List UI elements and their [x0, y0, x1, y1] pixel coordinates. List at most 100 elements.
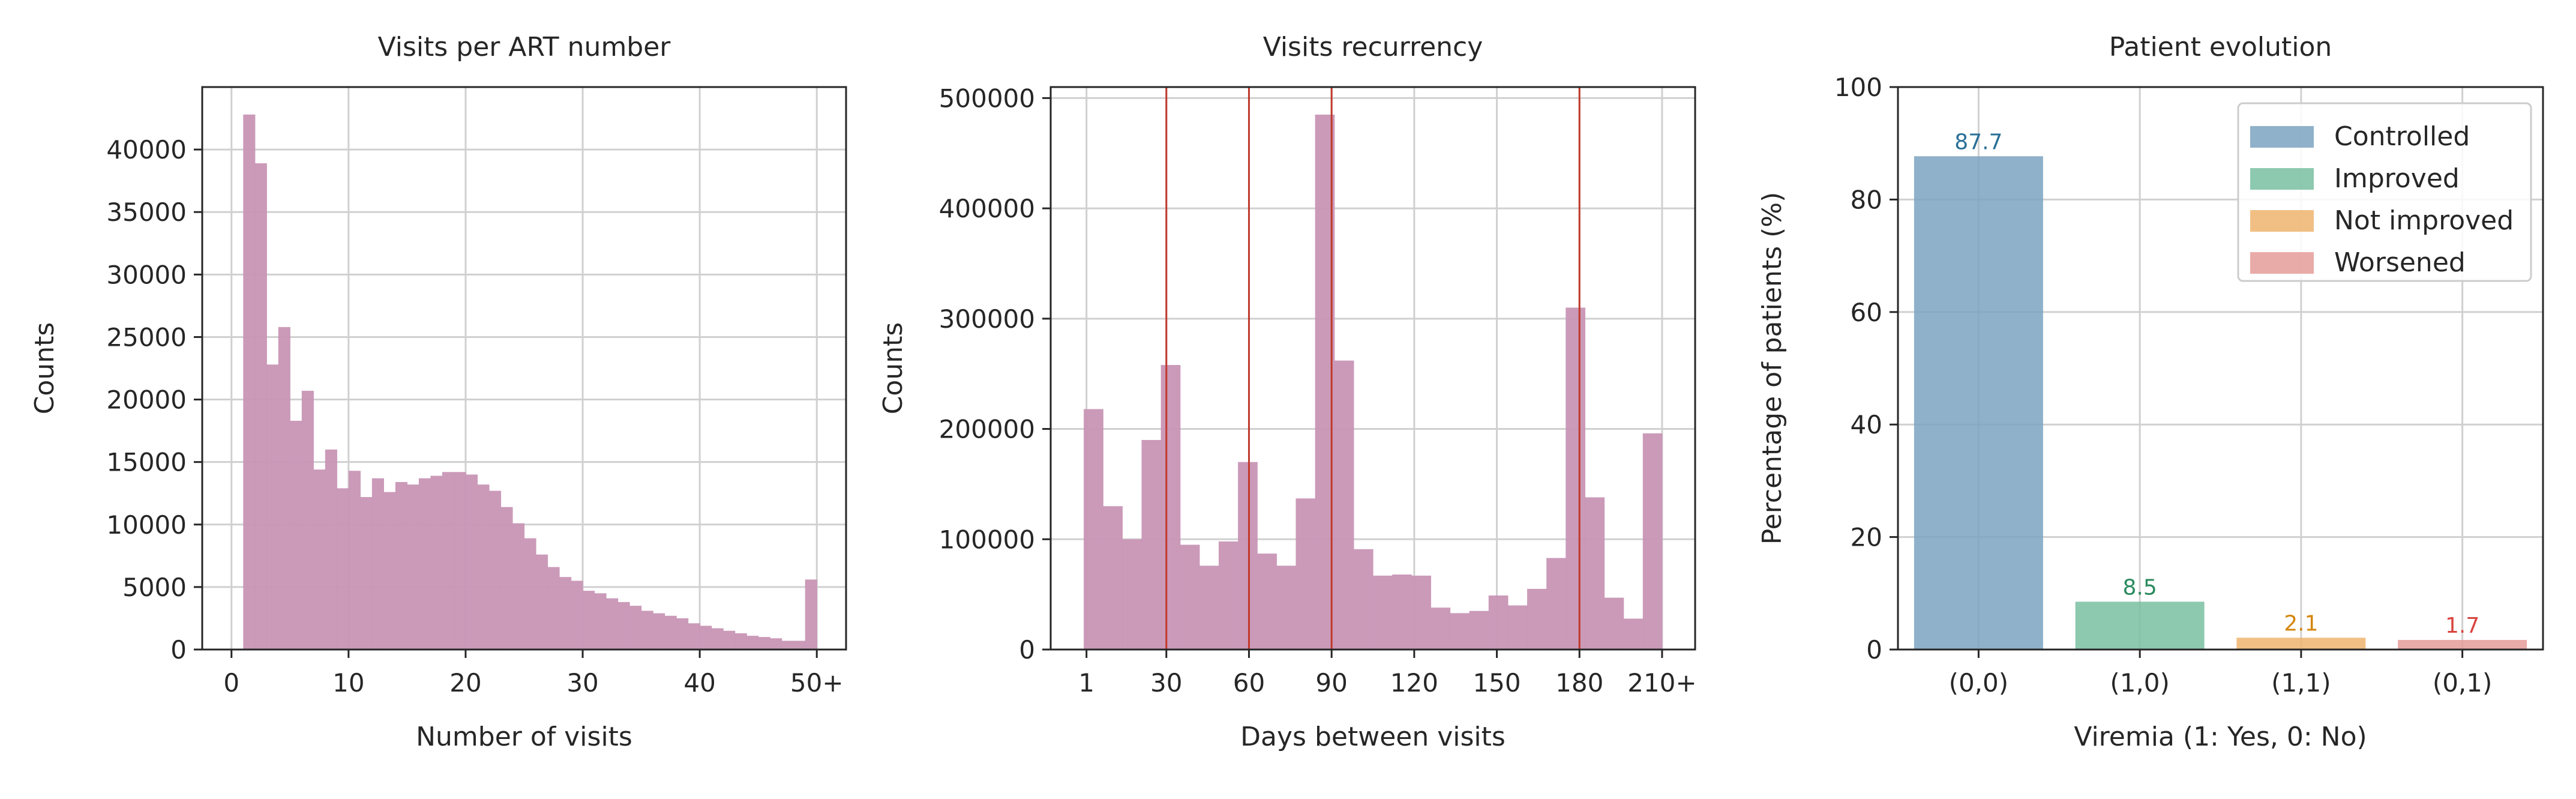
category-bar	[1914, 156, 2043, 650]
histogram-bar	[1431, 608, 1451, 650]
category-bar	[2075, 602, 2205, 650]
histogram-bar	[1604, 597, 1624, 650]
reference-lines	[1165, 87, 1581, 650]
y-tick-label: 5000	[122, 573, 187, 602]
legend-label: Improved	[2334, 163, 2460, 194]
chart-patient-evolution: 87.7 8.5 2.1 1.7 0 20 40 60 80 100 (0,0) (1,0) (1,1…	[1757, 32, 2544, 752]
histogram-bar	[1218, 541, 1238, 650]
y-axis-label: Percentage of patients (%)	[1757, 192, 1788, 545]
x-tick-label: 10	[332, 668, 364, 698]
axis-ticks: 0 5000 10000 15000 20000 25000 30000 35000 40000…	[106, 135, 843, 698]
histogram-bar	[254, 163, 267, 650]
histogram-bar	[629, 606, 642, 650]
y-tick-label: 20	[1851, 523, 1882, 552]
y-tick-label: 200000	[939, 415, 1035, 444]
histogram-bar	[337, 488, 349, 650]
y-axis-label: Counts	[29, 322, 60, 415]
plot-frame	[1897, 86, 2544, 651]
histogram-bar	[243, 114, 256, 650]
legend: Controlled Improved Not improved Worsened	[2237, 102, 2532, 282]
histogram-bar	[395, 481, 408, 650]
data-label: 8.5	[2122, 575, 2157, 600]
grid-lines	[202, 87, 846, 651]
data-label: 2.1	[2284, 611, 2318, 636]
histogram-bar	[371, 478, 384, 650]
histogram-bar	[1373, 575, 1393, 650]
histogram-bar	[723, 630, 736, 650]
legend-label: Not improved	[2334, 205, 2514, 236]
plot-frame	[1049, 86, 1696, 651]
histogram-bar	[1141, 439, 1162, 650]
histogram-bar	[1122, 539, 1142, 650]
histogram-bar	[278, 327, 290, 650]
histogram-bar	[1257, 553, 1277, 650]
histogram-bar	[559, 577, 572, 650]
y-tick-label: 80	[1851, 185, 1882, 214]
x-tick-label: 1	[1078, 668, 1094, 698]
x-axis-label: Number of visits	[416, 722, 632, 752]
x-tick-label: 120	[1390, 668, 1438, 698]
histogram-bar	[488, 490, 502, 650]
histogram-bar	[805, 579, 817, 650]
chart-title: Visits per ART number	[378, 32, 671, 62]
histogram-bar	[1276, 565, 1297, 650]
histogram-bar	[1103, 506, 1123, 650]
histogram-bar	[676, 618, 689, 650]
category-bar	[2236, 638, 2366, 650]
chart-title: Patient evolution	[2109, 32, 2332, 62]
chart-title: Visits recurrency	[1263, 32, 1483, 62]
histogram-bar	[360, 496, 373, 650]
histogram-bar	[407, 484, 419, 650]
histogram-bar	[1642, 433, 1663, 650]
histogram-bar	[583, 591, 595, 650]
y-tick-label: 60	[1851, 298, 1882, 327]
histogram-bar	[1199, 565, 1219, 650]
x-axis-label: Days between visits	[1240, 722, 1506, 752]
histogram-bar	[1160, 364, 1181, 650]
histogram-bar	[711, 628, 724, 650]
histogram-bar	[606, 598, 619, 650]
x-tick-label: (0,1)	[2433, 668, 2493, 698]
histogram-bar	[664, 615, 677, 650]
legend-swatch	[2250, 252, 2314, 274]
histogram-bar	[547, 567, 560, 650]
histogram-bar	[266, 364, 279, 650]
histogram-bar	[1469, 611, 1489, 650]
histogram-bars	[1084, 114, 1663, 650]
y-tick-label: 0	[1019, 635, 1035, 665]
histogram-bar	[641, 611, 653, 650]
y-tick-label: 10000	[106, 510, 187, 540]
x-tick-label: 50+	[790, 668, 844, 698]
x-tick-label: (1,1)	[2271, 668, 2331, 698]
axis-ticks: 0 20 40 60 80 100 (0,0) (1,0) (1,1) (0,1)	[1834, 73, 2493, 698]
legend-label: Worsened	[2334, 247, 2466, 278]
histogram-bar	[700, 626, 712, 650]
histogram-bar	[1507, 605, 1528, 650]
y-tick-label: 35000	[106, 197, 187, 227]
histogram-bar	[781, 641, 794, 650]
y-tick-label: 20000	[106, 385, 187, 415]
histogram-bar	[1527, 588, 1547, 650]
x-tick-label: 60	[1233, 668, 1265, 698]
x-tick-label: 30	[566, 668, 598, 698]
axis-ticks: 0 100000 200000 300000 400000 500000 1 30 60 90 12…	[939, 83, 1697, 698]
data-label: 87.7	[1954, 130, 2002, 154]
y-tick-label: 25000	[106, 322, 187, 352]
histogram-bar	[734, 633, 747, 650]
histogram-bar	[1450, 613, 1470, 650]
histogram-bar	[290, 420, 302, 650]
histogram-bar	[536, 554, 548, 650]
histogram-bar	[1623, 618, 1644, 650]
histogram-bar	[1353, 549, 1374, 650]
histogram-bar	[1238, 462, 1258, 650]
histogram-bar	[793, 641, 806, 650]
x-tick-label: 30	[1150, 668, 1182, 698]
y-tick-label: 40000	[106, 135, 187, 164]
legend-swatch	[2250, 210, 2314, 232]
y-tick-label: 500000	[939, 83, 1035, 113]
y-tick-label: 100000	[939, 525, 1035, 554]
histogram-bar	[454, 472, 466, 650]
histogram-bar	[465, 474, 478, 650]
y-tick-label: 0	[1866, 635, 1882, 665]
